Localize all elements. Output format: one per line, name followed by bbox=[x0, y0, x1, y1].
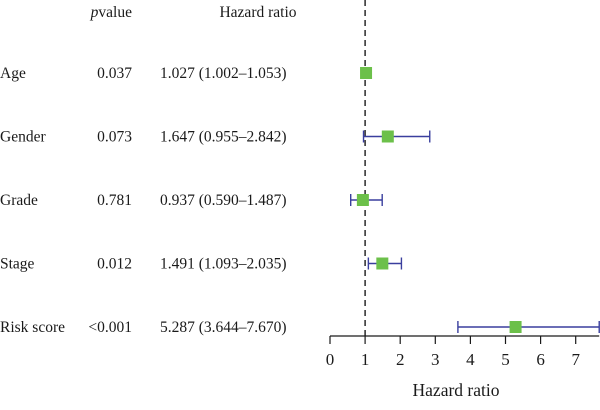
x-axis-title: Hazard ratio bbox=[413, 380, 500, 400]
column-headers: pvalue Hazard ratio bbox=[90, 4, 297, 21]
x-tick-label: 2 bbox=[396, 350, 405, 369]
hazard-ratio-cell: 1.027 (1.002–1.053) bbox=[160, 65, 287, 82]
hazard-ratio-cell: 5.287 (3.644–7.670) bbox=[160, 319, 287, 336]
x-tick-label: 1 bbox=[361, 350, 370, 369]
x-tick-label: 5 bbox=[501, 350, 510, 369]
row-label: Age bbox=[0, 65, 26, 82]
x-tick-label: 7 bbox=[571, 350, 580, 369]
x-tick-label: 6 bbox=[536, 350, 545, 369]
row-label: Risk score bbox=[0, 319, 65, 336]
pvalue-header: pvalue bbox=[90, 4, 132, 21]
x-axis: 0 1 2 3 4 5 6 7 bbox=[326, 335, 600, 369]
pvalue-cell: 0.012 bbox=[97, 256, 132, 273]
pvalue-cell: 0.037 bbox=[97, 65, 132, 82]
hazard-ratio-cell: 1.491 (1.093–2.035) bbox=[160, 256, 287, 273]
pvalue-header-rest: value bbox=[98, 4, 132, 21]
table-rows: Age 0.037 1.027 (1.002–1.053) Gender 0.073 1.… bbox=[0, 65, 287, 336]
x-tick-label: 0 bbox=[326, 350, 335, 369]
hazard-ratio-point bbox=[509, 321, 522, 333]
x-tick-label: 4 bbox=[466, 350, 475, 369]
pvalue-header-italic: p bbox=[90, 4, 99, 21]
hazard-ratio-point bbox=[376, 257, 389, 270]
forest-marks bbox=[350, 67, 600, 333]
hazard-ratio-point bbox=[356, 194, 369, 206]
hazard-ratio-header: Hazard ratio bbox=[219, 4, 296, 21]
hazard-ratio-point bbox=[381, 130, 394, 143]
hazard-ratio-cell: 0.937 (0.590–1.487) bbox=[160, 192, 287, 209]
pvalue-cell: 0.781 bbox=[97, 192, 132, 209]
x-tick-label: 3 bbox=[431, 350, 440, 369]
pvalue-cell: 0.073 bbox=[97, 129, 132, 146]
hazard-ratio-point bbox=[360, 67, 373, 79]
row-label: Stage bbox=[0, 256, 35, 273]
row-label: Grade bbox=[0, 192, 38, 209]
pvalue-cell: <0.001 bbox=[88, 319, 132, 336]
row-label: Gender bbox=[0, 129, 46, 146]
hazard-ratio-cell: 1.647 (0.955–2.842) bbox=[160, 129, 287, 146]
